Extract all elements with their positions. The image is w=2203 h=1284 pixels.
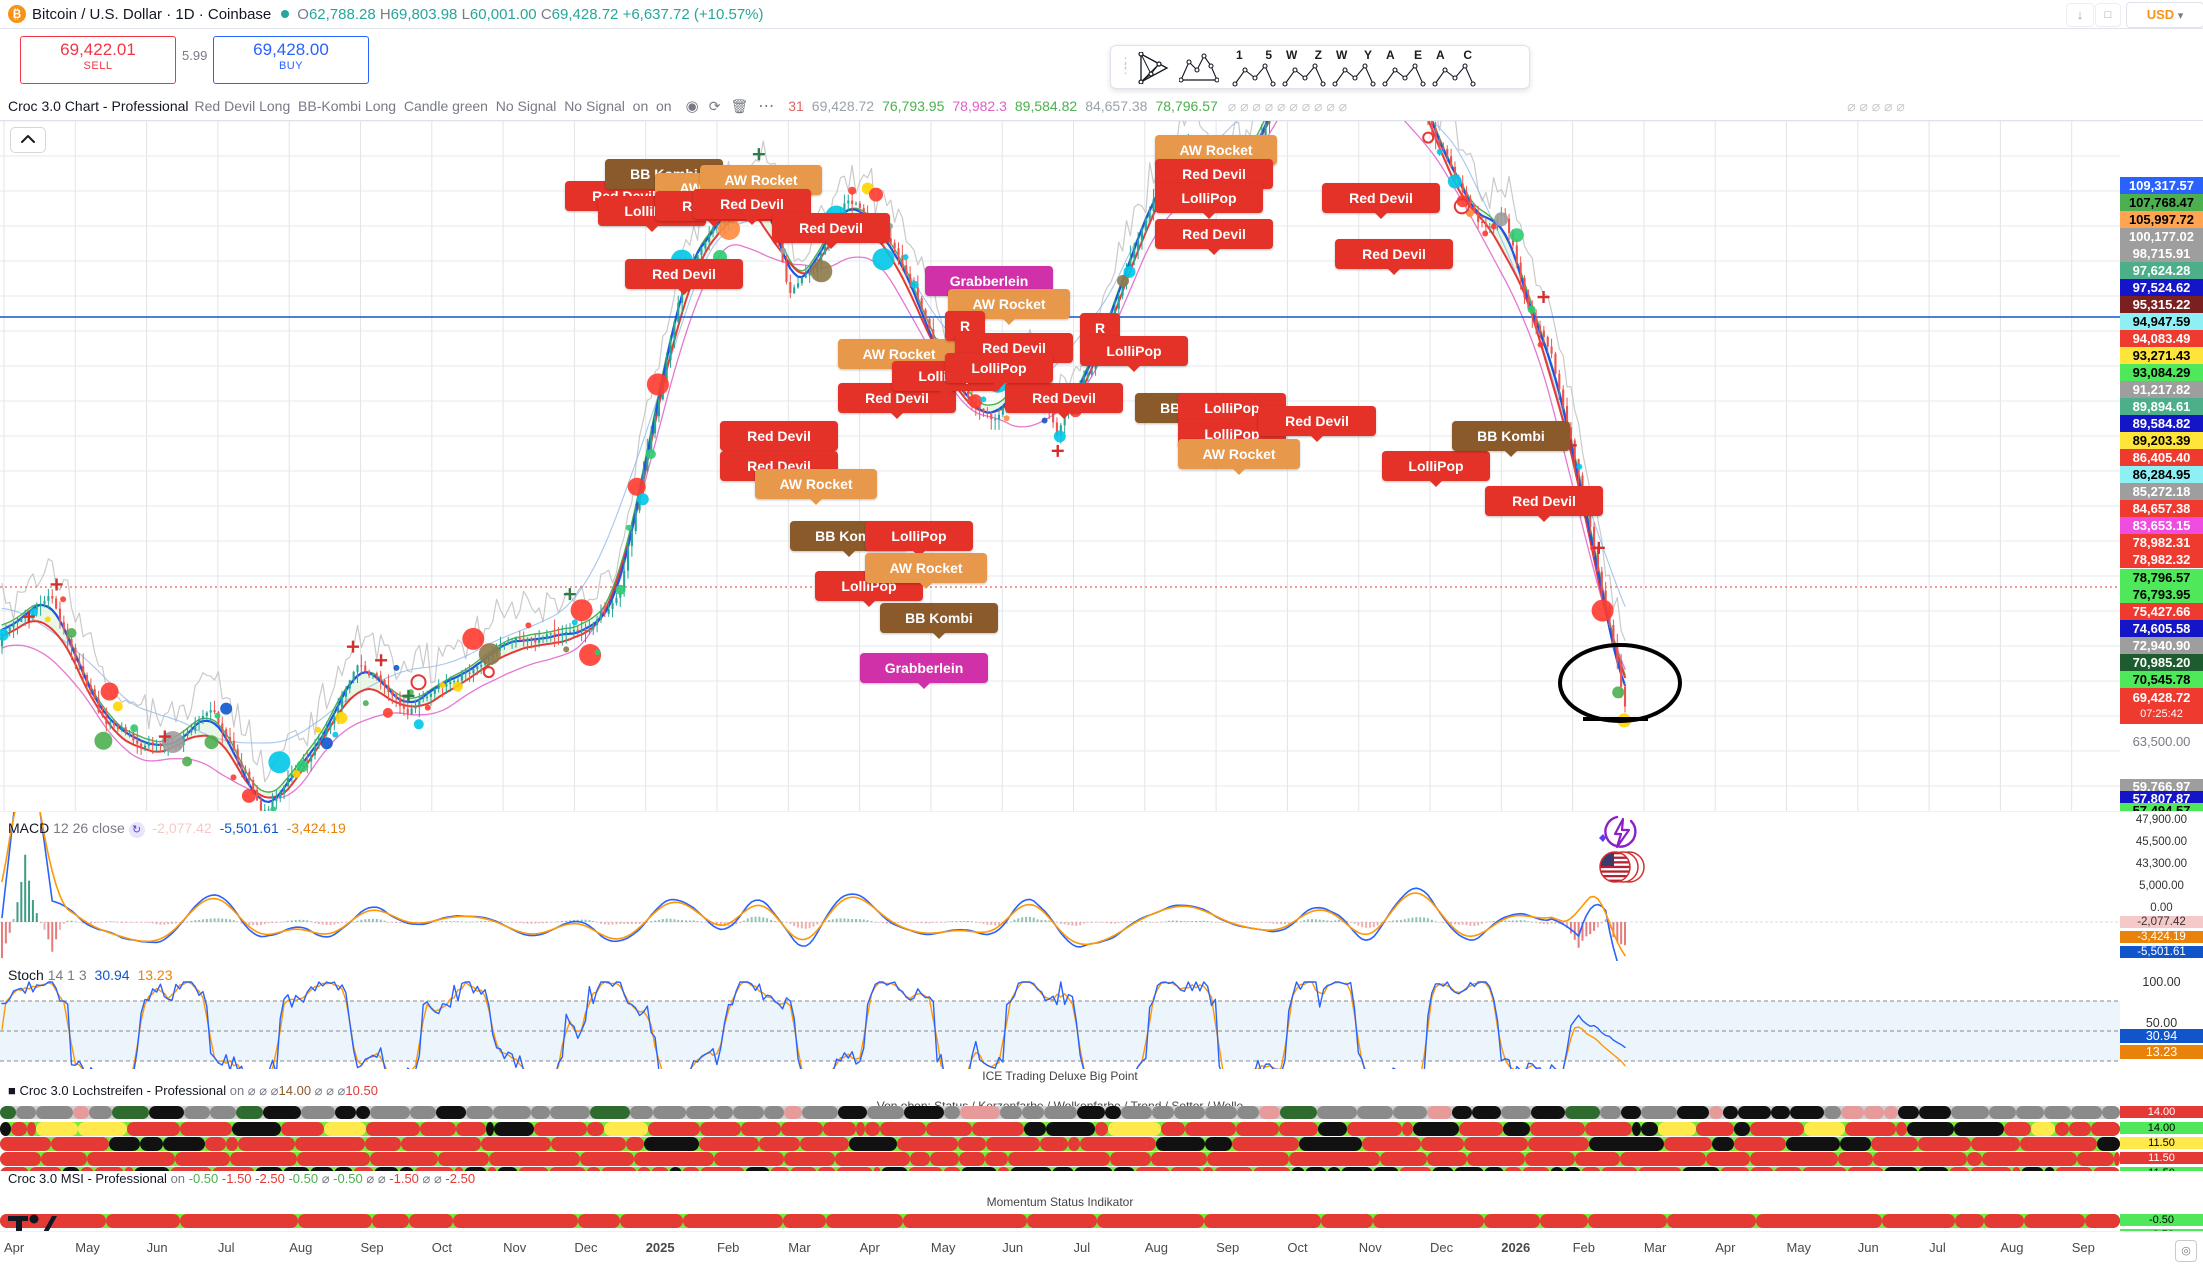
svg-text:B: B: [13, 9, 21, 21]
